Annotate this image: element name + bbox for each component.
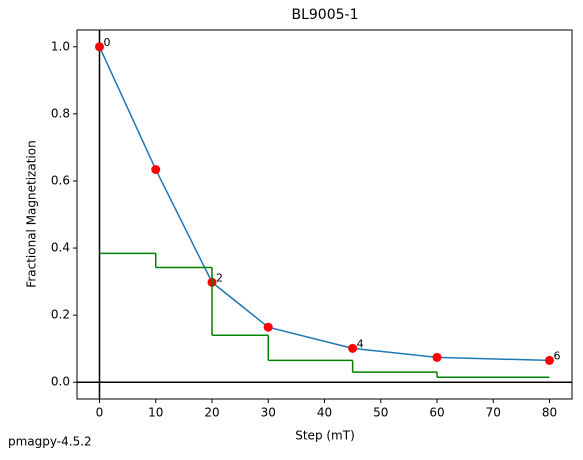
data-point <box>348 343 358 353</box>
data-point <box>95 42 104 52</box>
footer: pmagpy-4.5.2 <box>8 435 92 449</box>
x-tick-label: 70 <box>486 406 501 420</box>
point-label: 6 <box>554 349 561 362</box>
data-point <box>263 322 273 332</box>
point-label: 2 <box>216 271 223 284</box>
x-tick-label: 0 <box>96 406 104 420</box>
y-tick-label: 0.2 <box>51 308 70 322</box>
x-tick-label: 40 <box>317 406 332 420</box>
data-point <box>151 165 161 175</box>
y-tick-label: 0.0 <box>51 375 70 389</box>
y-tick-label: 1.0 <box>51 39 70 53</box>
plot-frame <box>76 29 573 400</box>
x-tick-label: 30 <box>261 406 276 420</box>
x-tick-label: 80 <box>542 406 557 420</box>
y-axis-label: Fractional Magnetization <box>25 140 39 287</box>
data-point <box>545 355 554 365</box>
x-tick-label: 60 <box>429 406 444 420</box>
x-tick-label: 10 <box>148 406 163 420</box>
data-line <box>98 46 550 362</box>
y-tick-label: 0.6 <box>51 173 70 187</box>
x-tick-label: 20 <box>204 406 219 420</box>
point-label: 0 <box>104 36 111 49</box>
point-label: 4 <box>357 337 364 350</box>
y-tick-label: 0.4 <box>51 241 70 255</box>
x-tick-label: 50 <box>373 406 388 420</box>
data-point <box>432 352 442 362</box>
chart-title: BL9005-1 <box>292 7 359 23</box>
x-axis-label: Step (mT) <box>295 429 355 443</box>
y-tick-label: 0.8 <box>51 106 70 120</box>
